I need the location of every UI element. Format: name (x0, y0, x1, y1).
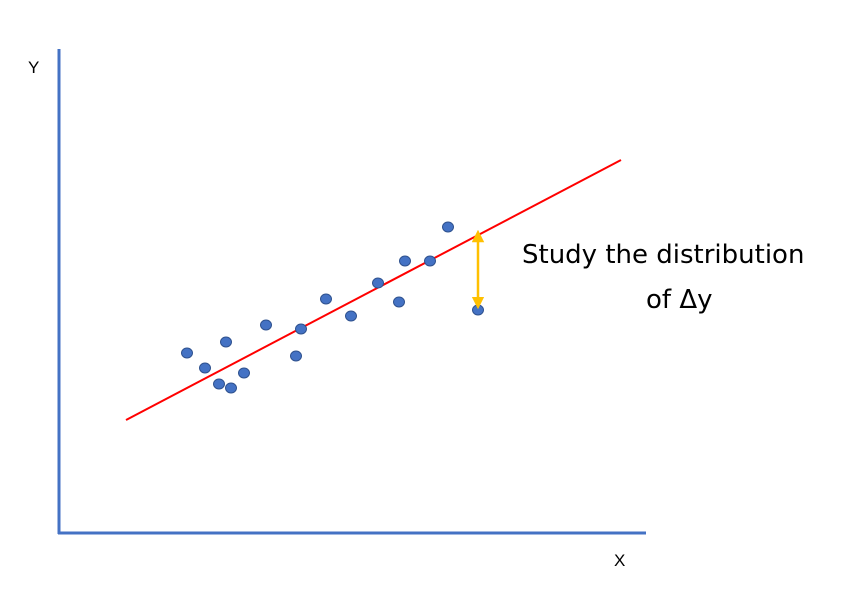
data-point (345, 310, 357, 322)
annotation-text-line-1: Study the distribution (522, 240, 805, 270)
data-point (424, 255, 436, 267)
y-axis-label: Y (28, 58, 40, 77)
annotation-text-line-2: of Δy (646, 285, 713, 315)
data-point (442, 221, 454, 233)
data-point (225, 382, 237, 394)
data-point (238, 367, 250, 379)
data-point (260, 319, 272, 331)
data-point (181, 347, 193, 359)
x-axis-label: X (614, 551, 626, 570)
data-point (290, 350, 302, 362)
data-point (295, 323, 307, 335)
data-point (399, 255, 411, 267)
data-point (393, 296, 405, 308)
data-point (372, 277, 384, 289)
data-point (220, 336, 232, 348)
data-point (472, 304, 484, 316)
data-point (199, 362, 211, 374)
data-point (320, 293, 332, 305)
data-point (213, 378, 225, 390)
regression-fit-line (125, 159, 622, 421)
